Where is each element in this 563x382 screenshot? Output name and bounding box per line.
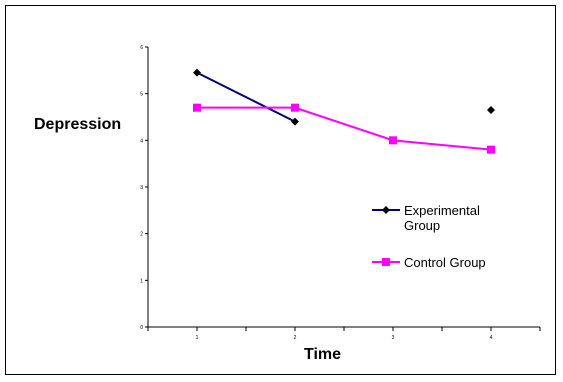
data-point xyxy=(487,145,495,154)
legend-entry: Control Group xyxy=(372,255,486,270)
x-axis-label: Time xyxy=(304,346,342,363)
y-axis-label: Depression xyxy=(34,116,122,133)
x-tick-label: 4 xyxy=(490,335,493,341)
series-control xyxy=(193,103,495,154)
data-point xyxy=(389,136,397,145)
y-tick-label: 1 xyxy=(140,278,143,284)
series-line xyxy=(197,106,492,151)
y-tick-label: 4 xyxy=(140,138,143,144)
axes: 0 1 2 3 4 5 6 1 2 3 4 xyxy=(140,45,541,341)
data-point xyxy=(291,103,299,112)
x-tick-label: 1 xyxy=(196,335,199,341)
y-tick-label: 3 xyxy=(140,185,143,191)
legend-label: Control Group xyxy=(404,255,486,270)
y-tick-label: 5 xyxy=(140,92,143,98)
x-tick-label: 2 xyxy=(294,335,297,341)
series-line xyxy=(196,71,296,123)
data-point xyxy=(487,106,495,114)
legend-label: Group xyxy=(404,218,440,233)
data-point xyxy=(193,103,201,112)
y-tick-label: 0 xyxy=(140,325,143,331)
y-tick-label: 2 xyxy=(140,232,143,238)
data-point xyxy=(291,117,299,126)
data-point xyxy=(193,68,201,77)
x-tick-label: 3 xyxy=(392,335,395,341)
legend-marker xyxy=(382,206,390,214)
legend-label: Experimental xyxy=(404,203,480,218)
legend-marker xyxy=(382,258,390,266)
y-tick-label: 6 xyxy=(140,45,143,51)
chart-frame xyxy=(5,5,556,375)
series-experimental xyxy=(193,68,495,126)
series-group xyxy=(193,68,495,154)
